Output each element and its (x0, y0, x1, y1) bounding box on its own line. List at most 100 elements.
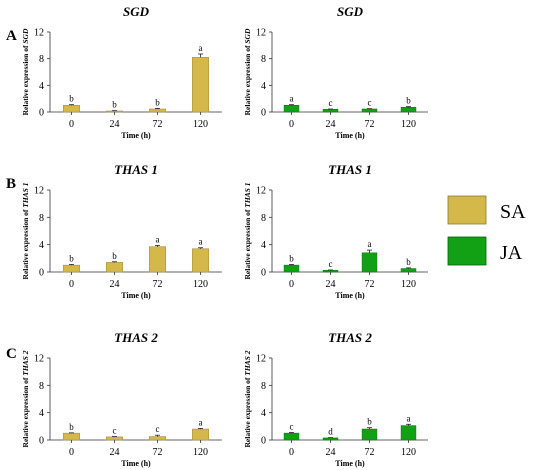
x-tick-label: 120 (193, 279, 208, 290)
y-tick-label: 0 (261, 268, 266, 279)
significance-letter: a (368, 239, 372, 249)
chart-title: THAS 2 (114, 330, 158, 345)
significance-letter: b (289, 253, 294, 263)
x-tick-label: 72 (153, 279, 163, 290)
y-tick-label: 12 (256, 354, 266, 365)
legend-swatch-sa (447, 195, 487, 225)
y-tick-label: 0 (39, 108, 44, 119)
bar (361, 428, 378, 441)
significance-letter: c (368, 98, 372, 108)
y-axis-label: Relative expression of SGD (243, 28, 252, 115)
y-axis-label-prefix: Relative expression of (243, 208, 252, 280)
y-axis-label-prefix: Relative expression of (243, 376, 252, 448)
y-tick-label: 8 (261, 213, 266, 224)
y-tick-label: 4 (39, 240, 44, 251)
significance-letter: a (199, 43, 203, 53)
x-tick-label: 0 (69, 279, 74, 290)
y-axis-label: Relative expression of SGD (21, 28, 30, 115)
y-tick-label: 12 (34, 186, 44, 197)
significance-letter: c (156, 424, 160, 434)
x-tick-label: 72 (365, 447, 375, 458)
significance-letter: b (69, 94, 74, 104)
bar (106, 436, 123, 441)
x-tick-label: 24 (326, 279, 336, 290)
y-tick-label: 8 (39, 54, 44, 65)
significance-letter: b (367, 417, 372, 427)
x-tick-label: 72 (153, 447, 163, 458)
x-tick-label: 0 (289, 119, 294, 130)
y-tick-label: 12 (256, 28, 266, 39)
x-tick-label: 24 (110, 279, 120, 290)
bar (106, 262, 123, 273)
significance-letter: b (155, 97, 160, 107)
y-tick-label: 8 (39, 381, 44, 392)
significance-letter: c (113, 426, 117, 436)
y-tick-label: 0 (39, 436, 44, 447)
x-tick-label: 0 (289, 447, 294, 458)
y-axis-label-gene: THAS 2 (243, 350, 252, 375)
y-tick-label: 12 (34, 28, 44, 39)
panel-letter-c: C (6, 346, 17, 362)
bar (322, 109, 339, 113)
legend-swatch-ja (447, 236, 487, 266)
significance-letter: a (407, 413, 411, 423)
chart-title: THAS 1 (328, 162, 372, 177)
bar (400, 425, 417, 441)
x-axis-label: Time (h) (335, 131, 365, 140)
legend-label-sa: SA (500, 201, 526, 223)
x-tick-label: 0 (69, 447, 74, 458)
bar (63, 264, 80, 273)
legend: SA JA (447, 195, 526, 266)
y-axis-label: Relative expression of THAS 1 (243, 183, 252, 280)
x-tick-label: 24 (326, 447, 336, 458)
x-tick-label: 120 (401, 279, 416, 290)
x-axis-label: Time (h) (121, 459, 151, 468)
y-axis-label-prefix: Relative expression of (21, 44, 30, 116)
significance-letter: b (406, 96, 411, 106)
x-tick-label: 72 (153, 119, 163, 130)
significance-letter: a (156, 234, 160, 244)
y-tick-label: 4 (39, 408, 44, 419)
x-tick-label: 24 (326, 119, 336, 130)
chart-title: SGD (337, 4, 364, 19)
y-axis-label-gene: SGD (243, 28, 252, 44)
x-axis-label: Time (h) (121, 131, 151, 140)
bar (361, 252, 378, 273)
significance-letter: c (290, 421, 294, 431)
panel-letter-b: B (6, 176, 16, 192)
x-tick-label: 24 (110, 447, 120, 458)
x-axis-label: Time (h) (121, 291, 151, 300)
y-tick-label: 0 (39, 268, 44, 279)
y-tick-label: 8 (261, 54, 266, 65)
significance-letter: a (199, 237, 203, 247)
significance-letter: d (328, 427, 333, 437)
significance-letter: b (406, 257, 411, 267)
x-tick-label: 72 (365, 119, 375, 130)
bar (283, 432, 300, 441)
chart-title: THAS 2 (328, 330, 372, 345)
bar (192, 57, 209, 113)
x-tick-label: 0 (289, 279, 294, 290)
bar (149, 436, 166, 441)
significance-letter: c (329, 98, 333, 108)
bar (400, 107, 417, 113)
bar (149, 246, 166, 273)
significance-letter: a (199, 417, 203, 427)
y-axis-label: Relative expression of THAS 1 (21, 183, 30, 280)
x-tick-label: 24 (110, 119, 120, 130)
significance-letter: b (69, 422, 74, 432)
bar (322, 269, 339, 273)
y-axis-label: Relative expression of THAS 2 (21, 350, 30, 447)
bar (149, 108, 166, 113)
y-axis-label: Relative expression of THAS 2 (243, 350, 252, 447)
panel-letter-a: A (6, 28, 17, 44)
y-tick-label: 8 (261, 381, 266, 392)
y-tick-label: 0 (261, 108, 266, 119)
y-tick-label: 12 (34, 354, 44, 365)
chart-4: THAS 2 Relative expression of THAS 2 0 4 8 12… (21, 330, 222, 468)
bar (361, 108, 378, 113)
